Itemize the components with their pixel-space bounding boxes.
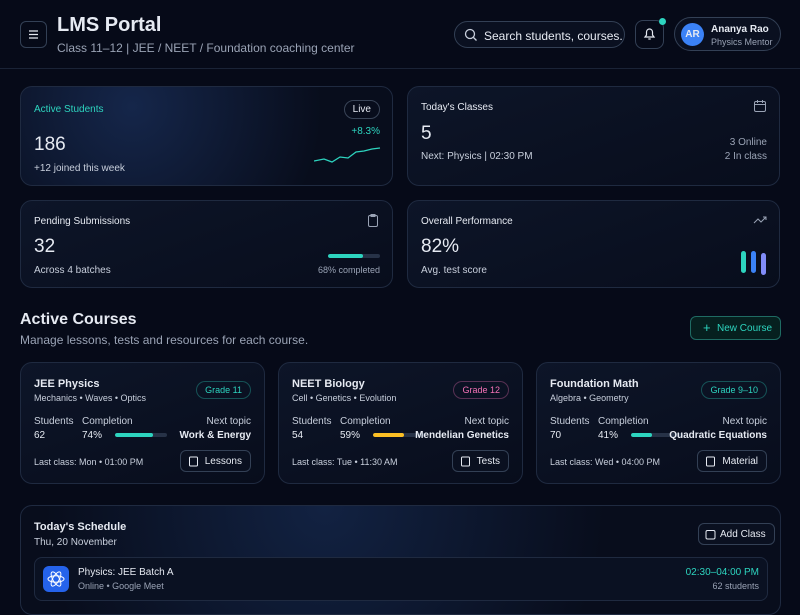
section-subtitle: Manage lessons, tests and resources for … xyxy=(20,333,309,347)
stat-card: Overall Performance 82% Avg. test score xyxy=(407,200,780,288)
stat-note: Across 4 batches xyxy=(34,265,111,276)
stat-note: Avg. test score xyxy=(421,265,487,276)
button-label: Material xyxy=(722,456,758,467)
completion-fill xyxy=(115,433,154,437)
completion-track xyxy=(631,433,683,437)
course-action[interactable]: Tests xyxy=(451,450,509,472)
online-count: 3 Online xyxy=(729,137,767,148)
avatar: AR xyxy=(681,23,704,46)
notifications-button[interactable] xyxy=(635,18,666,49)
schedule-item[interactable]: Physics: JEE Batch A Online • Google Mee… xyxy=(34,557,768,601)
schedule-date: Thu, 20 November xyxy=(34,537,117,548)
course-name: Foundation Math xyxy=(550,378,639,390)
last-class: Last class: Mon • 01:00 PM xyxy=(34,457,144,467)
page: {"header":{"title":"LMS Portal","subtitl… xyxy=(0,14,800,615)
button-label: Tests xyxy=(476,456,500,467)
next-topic-label: Next topic xyxy=(722,416,767,427)
stat-note: Next: Physics | 02:30 PM xyxy=(421,151,533,162)
completion-label: Completion xyxy=(598,416,649,427)
add-class-button[interactable]: Add Class xyxy=(698,523,775,545)
stat-value: 32 xyxy=(34,236,56,257)
course-card[interactable]: Foundation Math Algebra • Geometry Grade 9… xyxy=(536,362,781,484)
course-topics: Mechanics • Waves • Optics xyxy=(34,393,146,403)
course-card[interactable]: JEE Physics Mechanics • Waves • Optics Gra… xyxy=(20,362,265,484)
sparkline xyxy=(314,147,381,163)
user-chip[interactable]: AR Ananya Rao Physics Mentor xyxy=(674,17,781,51)
course-card[interactable]: NEET Biology Cell • Genetics • Evolution G… xyxy=(278,362,523,484)
item-time: 02:30–04:00 PM xyxy=(685,567,759,578)
next-topic: Mendelian Genetics xyxy=(415,430,509,441)
completion-fill xyxy=(631,433,653,437)
completion-fill xyxy=(373,433,404,437)
stat-label: Overall Performance xyxy=(421,216,513,227)
students-label: Students xyxy=(34,416,74,427)
grade-badge: Grade 9–10 xyxy=(701,381,767,399)
students-value: 54 xyxy=(292,430,304,441)
grade-badge: Grade 12 xyxy=(453,381,509,399)
item-students: 62 students xyxy=(712,581,759,591)
progress-fill xyxy=(328,254,364,258)
schedule-title: Today's Schedule xyxy=(34,521,127,533)
course-action[interactable]: Lessons xyxy=(179,450,251,472)
performance-icon xyxy=(741,251,766,275)
completion-label: Completion xyxy=(82,416,133,427)
last-class: Last class: Wed • 04:00 PM xyxy=(550,457,661,467)
search-placeholder: Search students, courses. xyxy=(484,29,623,43)
completion-value: 41% xyxy=(598,430,619,441)
progress-label: 68% completed xyxy=(317,265,380,275)
completion-label: Completion xyxy=(340,416,391,427)
stat-value: 5 xyxy=(421,123,432,144)
subject-icon xyxy=(43,566,69,592)
button-label: New Course xyxy=(717,323,773,334)
next-topic: Work & Energy xyxy=(179,430,252,441)
completion-track xyxy=(373,433,425,437)
new-course-button[interactable]: + New Course xyxy=(690,316,781,340)
grade-badge: Grade 11 xyxy=(196,381,251,399)
completion-value: 74% xyxy=(82,430,103,441)
button-label: Add Class xyxy=(720,529,766,540)
item-detail: Online • Google Meet xyxy=(78,581,164,591)
progress-track xyxy=(328,254,380,258)
button-label: Lessons xyxy=(204,456,242,467)
stat-note: +12 joined this week xyxy=(34,163,125,174)
stat-card: Today's Classes 5 Next: Physics | 02:30 … xyxy=(407,86,780,186)
completion-track xyxy=(115,433,167,437)
section-title: Active Courses xyxy=(20,311,137,328)
stat-label: Active Students xyxy=(34,104,104,115)
students-value: 70 xyxy=(550,430,562,441)
stat-label: Today's Classes xyxy=(421,102,493,113)
stat-value: 82% xyxy=(421,236,460,257)
schedule-card: Today's Schedule Thu, 20 November Add Cl… xyxy=(20,505,781,615)
students-value: 62 xyxy=(34,430,46,441)
next-topic-label: Next topic xyxy=(464,416,509,427)
course-topics: Cell • Genetics • Evolution xyxy=(292,393,397,403)
students-label: Students xyxy=(550,416,590,427)
trend-label: +8.3% xyxy=(351,126,380,137)
menu-button[interactable] xyxy=(20,21,47,48)
header-divider xyxy=(0,68,800,69)
course-name: JEE Physics xyxy=(34,378,100,390)
next-topic: Quadratic Equations xyxy=(669,430,767,441)
stat-card: Active Students Live 186 +12 joined this… xyxy=(20,86,393,186)
course-name: NEET Biology xyxy=(292,378,365,390)
live-badge: Live xyxy=(343,100,380,119)
user-name: Ananya Rao xyxy=(711,24,769,35)
app-subtitle: Class 11–12 | JEE / NEET / Foundation co… xyxy=(57,41,355,55)
stat-card: Pending Submissions 32 Across 4 batches … xyxy=(20,200,393,288)
app-title: LMS Portal xyxy=(57,14,162,36)
next-topic-label: Next topic xyxy=(206,416,251,427)
item-title: Physics: JEE Batch A xyxy=(78,567,174,578)
last-class: Last class: Tue • 11:30 AM xyxy=(292,457,398,467)
course-action[interactable]: Material xyxy=(697,450,767,472)
students-label: Students xyxy=(292,416,332,427)
completion-value: 59% xyxy=(340,430,361,441)
course-topics: Algebra • Geometry xyxy=(550,393,629,403)
stat-value: 186 xyxy=(34,134,66,155)
user-role: Physics Mentor xyxy=(711,37,773,47)
search-box[interactable]: Search students, courses. xyxy=(454,21,625,48)
inclass-count: 2 In class xyxy=(724,151,767,162)
stat-label: Pending Submissions xyxy=(34,216,131,227)
